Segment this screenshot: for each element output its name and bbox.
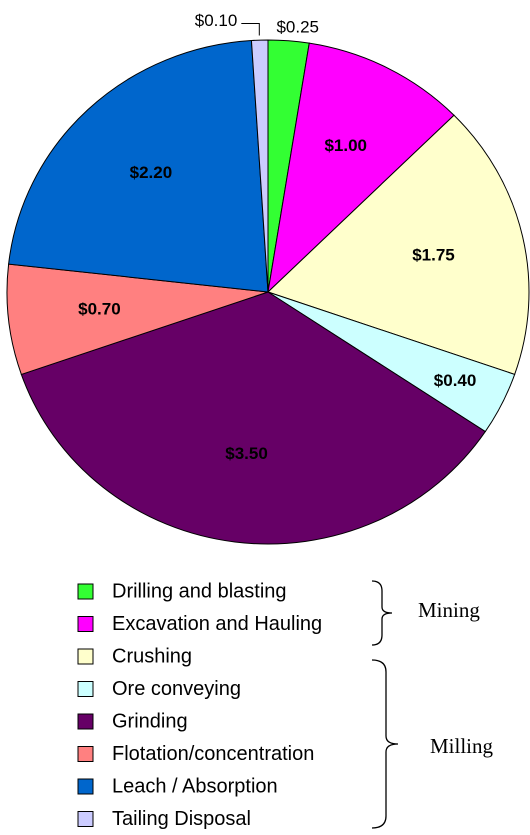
legend-label: Crushing	[112, 645, 192, 667]
legend: Drilling and blasting Excavation and Haul…	[77, 580, 322, 830]
legend-label: Flotation/concentration	[112, 743, 314, 765]
annotation: Mining	[418, 598, 480, 622]
bracket	[371, 580, 393, 646]
legend-label: Drilling and blasting	[112, 580, 287, 602]
slice	[20, 291, 487, 545]
value-label: $0.10	[195, 11, 238, 30]
legend-label: Leach / Absorption	[112, 775, 278, 797]
legend-swatch	[77, 713, 94, 730]
leader-line	[241, 23, 260, 36]
slice	[267, 42, 455, 294]
legend-swatch	[77, 746, 94, 762]
slice	[6, 263, 269, 376]
legend-label: Tailing Disposal	[112, 808, 251, 830]
slice	[8, 39, 269, 293]
legend-swatch	[77, 648, 94, 665]
value-label: $0.70	[78, 300, 121, 319]
pie: $0.25 $1.00 $1.75 $0.40 $3.50 $0.70 $2.20 $0.10	[6, 11, 530, 545]
value-label: $2.20	[130, 163, 173, 182]
legend-label: Ore conveying	[112, 678, 241, 700]
value-label: $0.25	[276, 18, 319, 37]
legend-swatch	[77, 778, 94, 795]
legend-label: Grinding	[112, 710, 188, 732]
legend-swatch	[77, 616, 94, 632]
value-label: $0.40	[434, 371, 477, 390]
value-label: $1.00	[324, 136, 367, 155]
value-label: $3.50	[225, 444, 268, 463]
legend-swatch	[77, 583, 94, 600]
slice	[250, 39, 269, 293]
slice	[267, 114, 530, 376]
legend-swatch	[77, 811, 94, 827]
bracket	[371, 659, 399, 829]
value-label: $1.75	[412, 245, 455, 264]
legend-swatch	[77, 681, 94, 697]
legend-label: Excavation and Hauling	[112, 613, 322, 635]
annotation: Milling	[430, 734, 494, 758]
